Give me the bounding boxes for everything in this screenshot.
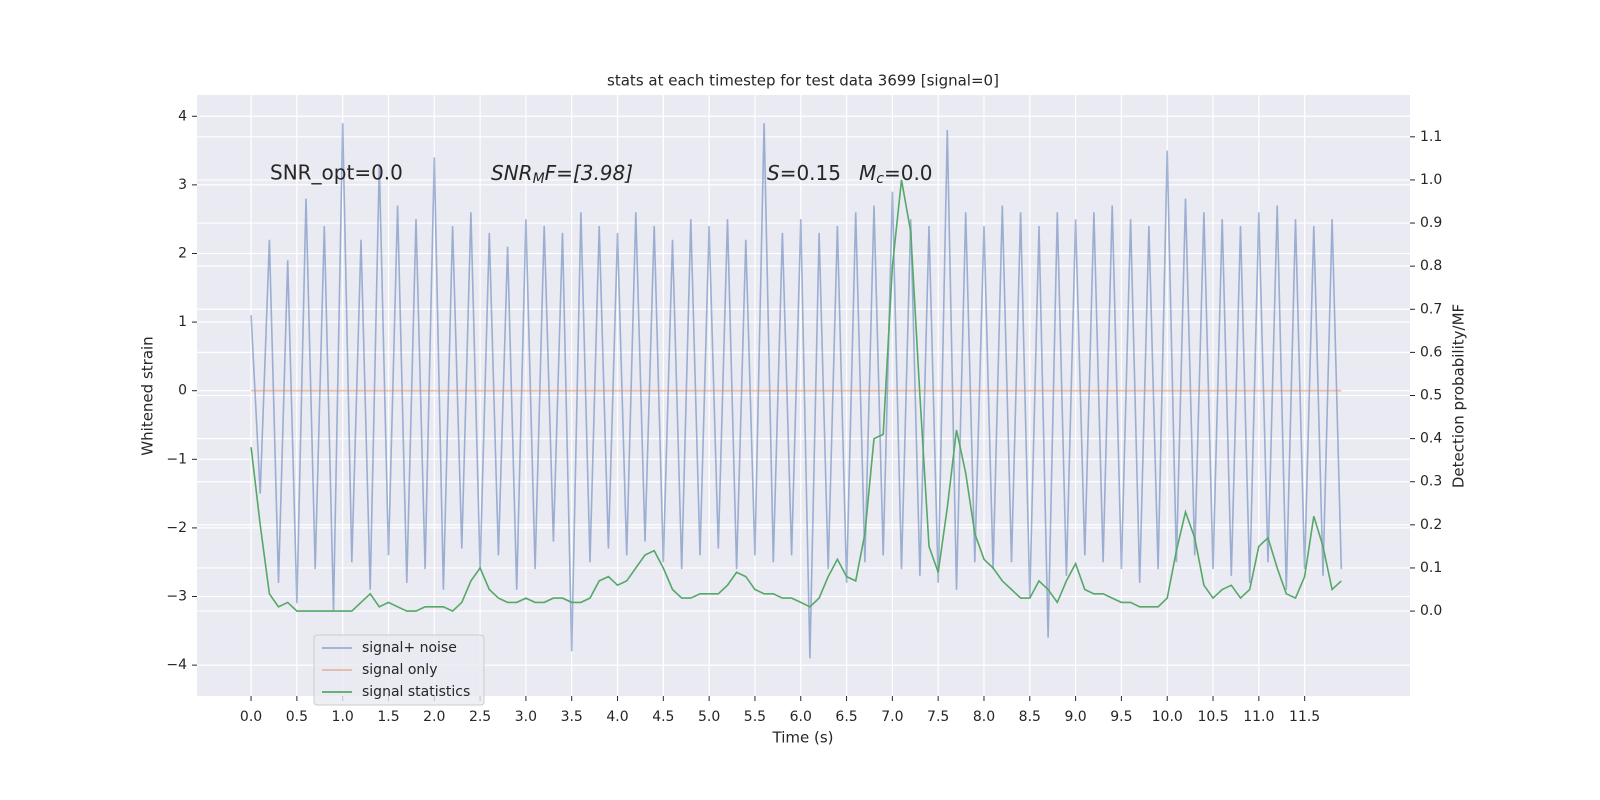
annotation-part: =0.0 (884, 161, 933, 185)
x-tick-label: 4.0 (606, 709, 628, 725)
x-tick-label: 9.5 (1110, 709, 1132, 725)
x-tick-label: 2.5 (469, 709, 491, 725)
y2-tick-label: 0.4 (1420, 431, 1442, 447)
x-tick-label: 1.0 (332, 709, 354, 725)
x-tick-label: 6.0 (790, 709, 812, 725)
grid (197, 95, 1410, 696)
x-tick-label: 3.0 (515, 709, 537, 725)
y-tick-label: 0 (178, 383, 187, 399)
x-tick-label: 0.0 (240, 709, 262, 725)
annotation: SNR_opt=0.0 (270, 161, 403, 185)
y2-tick-label: 1.0 (1420, 172, 1442, 188)
x-tick-label: 0.5 (286, 709, 308, 725)
x-tick-label: 8.0 (973, 709, 995, 725)
annotation: S=0.15 (767, 161, 841, 185)
y2-tick-label: 0.9 (1420, 215, 1442, 231)
annotation-part: =0.15 (780, 161, 841, 185)
y2-tick-label: 1.1 (1420, 129, 1442, 145)
ticks: 0.0 0.5 1.0 1.5 2.0 2.5 3.0 3.5 4.0 4.5 5.0 5.5 6.0 6… (166, 108, 1442, 725)
x-tick-label: 4.5 (652, 709, 674, 725)
y2-tick-label: 0.6 (1420, 344, 1442, 360)
x-tick-label: 7.0 (881, 709, 903, 725)
x-tick-label: 10.5 (1197, 709, 1228, 725)
y2-tick-label: 0.7 (1420, 301, 1442, 317)
x-tick-label: 2.0 (423, 709, 445, 725)
y2-tick-label: 0.2 (1420, 517, 1442, 533)
y-tick-label: 2 (178, 245, 187, 261)
x-axis-label: Time (s) (772, 729, 834, 747)
annotation-part: SNR (491, 161, 533, 185)
y-axis-label: Whitened strain (139, 336, 157, 455)
y2-axis-label: Detection probability/MF (1450, 304, 1468, 488)
x-tick-label: 10.0 (1152, 709, 1183, 725)
y2-tick-label: 0.3 (1420, 474, 1442, 490)
x-tick-label: 9.0 (1064, 709, 1086, 725)
y-tick-label: 4 (178, 108, 187, 124)
annotation: SNRMF=[3.98] (491, 161, 633, 188)
x-tick-label: 8.5 (1019, 709, 1041, 725)
line-series (250, 123, 1343, 659)
x-tick-label: 1.5 (377, 709, 399, 725)
marks (250, 123, 1343, 659)
y-tick-label: −2 (166, 520, 187, 536)
annotation-part: F=[3.98] (545, 161, 633, 185)
x-tick-label: 6.5 (835, 709, 857, 725)
annotation-part: S (767, 161, 780, 185)
legend: signal+ noise signal only signal statistic… (313, 634, 485, 706)
x-tick-label: 11.0 (1243, 709, 1274, 725)
y-tick-label: 1 (178, 314, 187, 330)
y2-tick-label: 0.0 (1420, 603, 1442, 619)
legend-label: signal only (362, 662, 437, 678)
x-tick-label: 7.5 (927, 709, 949, 725)
y2-tick-label: 0.8 (1420, 258, 1442, 274)
annotation-subscript: c (876, 171, 884, 187)
line-series (250, 179, 1342, 613)
legend-label: signal+ noise (362, 640, 457, 656)
annotation-part: M (859, 161, 876, 185)
chart-title: stats at each timestep for test data 369… (607, 72, 999, 90)
legend-box (313, 634, 485, 706)
annotation: Mc=0.0 (859, 161, 933, 188)
legend-label: signal statistics (362, 684, 470, 700)
x-tick-label: 3.5 (561, 709, 583, 725)
y2-tick-label: 0.1 (1420, 560, 1442, 576)
y-tick-label: −3 (166, 589, 187, 605)
y-tick-label: 3 (178, 177, 187, 193)
annotation-subscript: M (533, 171, 545, 187)
x-tick-label: 11.5 (1289, 709, 1320, 725)
x-tick-label: 5.0 (698, 709, 720, 725)
y2-tick-label: 0.5 (1420, 388, 1442, 404)
y-tick-label: −1 (166, 451, 187, 467)
x-tick-label: 5.5 (744, 709, 766, 725)
y-tick-label: −4 (166, 657, 187, 673)
